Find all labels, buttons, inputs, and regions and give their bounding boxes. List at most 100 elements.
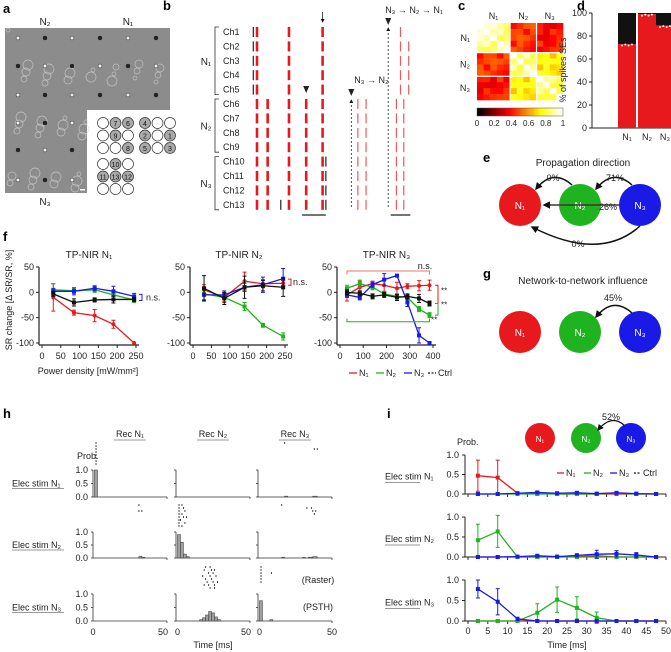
electrode-dot — [153, 63, 159, 69]
data-point — [668, 25, 671, 28]
electrode-dot — [69, 92, 75, 98]
series-line-n2 — [477, 598, 657, 622]
heatmap-cell — [496, 46, 504, 53]
spike-mark — [287, 142, 291, 153]
heatmap-cell — [536, 70, 544, 77]
cell-texture — [42, 71, 52, 81]
triangle-marker-icon — [303, 86, 310, 93]
cell-texture — [22, 59, 34, 71]
cell-texture — [14, 119, 24, 129]
heatmap-cell — [516, 64, 524, 71]
y-tick-label: 80 — [577, 31, 587, 41]
heatmap-cell — [549, 76, 557, 83]
data-point-ctrl — [427, 301, 432, 306]
y-tick-label: 0.0 — [446, 489, 459, 499]
raster-spike — [310, 507, 312, 509]
data-point-n2 — [242, 304, 247, 309]
significance-label: ** — [431, 316, 437, 325]
data-point — [662, 25, 665, 28]
x-tick-label: 0 — [190, 351, 195, 361]
raster-spike — [181, 504, 183, 506]
electrode-map-circle — [97, 129, 109, 142]
data-point-n2 — [475, 619, 480, 623]
heatmap-cell — [483, 23, 491, 30]
colorbar-segment — [511, 108, 514, 116]
raster-spike — [212, 572, 214, 574]
cell-texture — [15, 111, 27, 123]
data-point — [630, 43, 633, 46]
spike-mark — [252, 27, 254, 37]
heatmap-cell — [536, 82, 544, 89]
spike-mark — [266, 185, 269, 196]
spike-mark — [403, 156, 405, 167]
heatmap-cell — [516, 40, 524, 47]
colorbar-segment — [545, 108, 549, 116]
cell-texture — [106, 75, 118, 87]
electrode-map-circle — [139, 117, 151, 129]
heatmap-col-label: N₃ — [545, 11, 555, 21]
colorbar-segment — [487, 108, 491, 116]
bar-remainder — [656, 13, 671, 26]
heatmap-cell — [483, 34, 491, 42]
colorbar-segment — [526, 108, 529, 116]
legend-label: N₁ — [359, 368, 369, 378]
x-tick-label: 150 — [91, 351, 106, 361]
heatmap-cell — [543, 34, 551, 42]
electrode-map-circle — [164, 129, 176, 142]
psth-bar — [186, 556, 190, 559]
raster-spike — [178, 519, 180, 521]
heatmap-cell — [516, 94, 524, 101]
x-tick-label: 0 — [257, 627, 262, 637]
electrode-number: 13 — [112, 175, 120, 182]
x-tick-label: 300 — [402, 351, 417, 361]
raster-spike — [270, 572, 272, 574]
spike-mark — [325, 199, 327, 210]
data-point-n1 — [427, 283, 432, 288]
x-tick-label: 50 — [206, 351, 216, 361]
raster-spike — [214, 587, 215, 589]
colorbar-segment — [481, 108, 484, 116]
psth-bar — [208, 611, 212, 622]
data-point-n3 — [594, 491, 599, 496]
spike-mark — [408, 41, 410, 52]
significance-bracket — [139, 293, 143, 301]
network-node-label: N₃ — [634, 328, 645, 339]
electrode-map-circle — [122, 129, 134, 142]
electrode-dot — [97, 92, 103, 98]
data-point-n3 — [614, 551, 619, 556]
data-point-n3 — [614, 619, 619, 623]
electrode-map-circle — [97, 158, 109, 170]
colorbar-segment — [496, 108, 499, 116]
heatmap-cell — [496, 64, 504, 71]
panel-label-h: h — [3, 406, 11, 421]
electrode-dot — [15, 147, 21, 153]
data-point-ctrl — [394, 295, 399, 300]
electrode-map-circle — [109, 142, 122, 154]
spike-mark — [403, 185, 405, 196]
heatmap-cell — [549, 64, 557, 71]
psth-bar — [183, 553, 187, 559]
spike-mark — [365, 99, 367, 109]
x-tick-label: 45 — [641, 626, 651, 636]
raster-spike — [183, 516, 184, 518]
heatmap-cell — [483, 28, 491, 36]
spike-mark — [365, 171, 367, 181]
spike-mark — [399, 27, 402, 37]
heatmap-cell — [483, 76, 491, 83]
data-point-n3 — [495, 492, 500, 496]
x-tick-label: 35 — [602, 626, 612, 636]
heatmap-cell — [536, 46, 544, 53]
network-node-label: N₃ — [626, 435, 635, 444]
data-point-n3 — [475, 492, 480, 496]
triangle-marker-icon — [385, 18, 392, 25]
heatmap-cell — [543, 82, 551, 89]
heatmap-cell — [496, 88, 504, 95]
spike-mark — [255, 84, 259, 95]
heatmap-cell — [523, 94, 531, 101]
significance-label: ** — [441, 301, 447, 310]
channel-label: Ch8 — [223, 128, 240, 138]
y-tick-label: 40 — [577, 77, 587, 87]
channel-label: Ch13 — [223, 200, 245, 210]
series-line-n2 — [203, 293, 284, 337]
